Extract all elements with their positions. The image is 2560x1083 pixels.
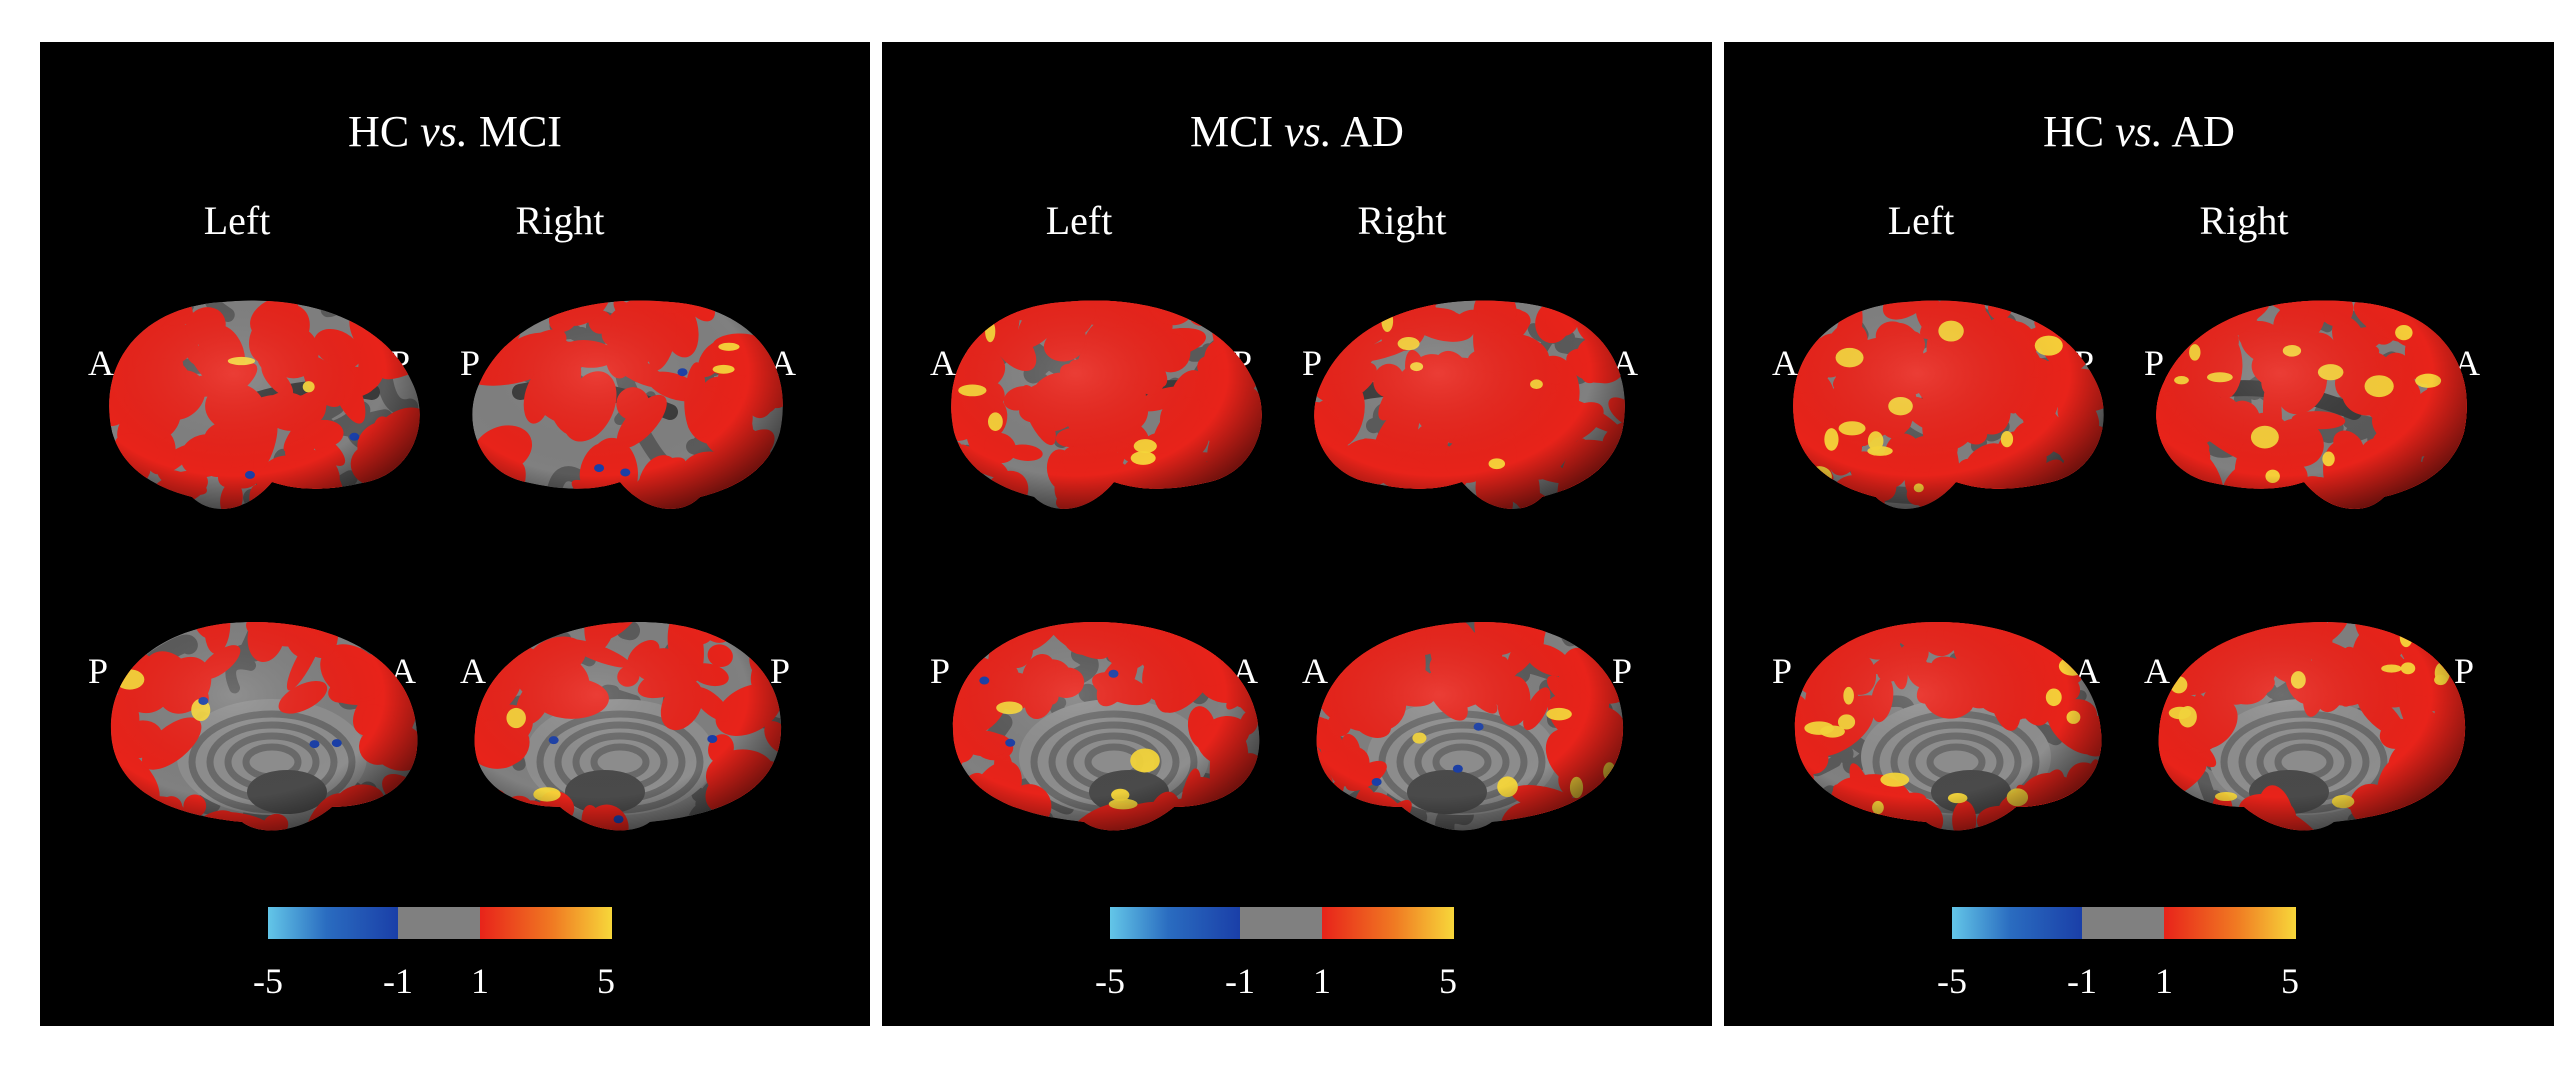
colorbar-tick: 5: [597, 961, 615, 1001]
title-group-a: MCI: [1190, 107, 1274, 156]
panel-hc-vs-mci: HC vs. MCI Left Right A P P A P A A P -5…: [40, 42, 870, 1026]
left-lateral-brain: [109, 300, 420, 509]
right-medial-brain: [2158, 622, 2466, 831]
colorbar-positive-segment: [1322, 907, 1454, 939]
colorbar-tick: 1: [471, 961, 489, 1001]
title-group-b: MCI: [478, 107, 562, 156]
lateral-left-anterior-label: A: [1772, 343, 1798, 383]
lateral-right-posterior-label: P: [2144, 343, 2165, 383]
left-medial-brain: [952, 622, 1260, 831]
right-lateral-brain: [1314, 300, 1625, 509]
colorbar-tick: 5: [2281, 961, 2299, 1001]
colorbar-negative-segment: [1110, 907, 1240, 939]
colorbar-neutral-segment: [398, 907, 480, 939]
right-hemisphere-label: Right: [515, 198, 605, 243]
medial-right-posterior-label: P: [770, 651, 791, 691]
title-vs: vs.: [420, 107, 468, 156]
lateral-left-anterior-label: A: [930, 343, 956, 383]
title-group-a: HC: [348, 107, 410, 156]
left-hemisphere-label: Left: [1887, 198, 1955, 243]
panel-title: HC vs. MCI: [40, 106, 870, 157]
colorbar: [1110, 907, 1454, 939]
medial-left-posterior-label: P: [1772, 651, 1793, 691]
panel-mci-vs-ad: MCI vs. AD Left Right A P P A P A A P -5…: [882, 42, 1712, 1026]
title-vs: vs.: [2115, 107, 2163, 156]
left-medial-brain: [110, 622, 418, 831]
colorbar-tick: 1: [2155, 961, 2173, 1001]
right-lateral-brain: [472, 300, 783, 509]
colorbar-tick: -1: [383, 961, 413, 1001]
title-group-b: AD: [1340, 107, 1404, 156]
colorbar-positive-segment: [480, 907, 612, 939]
title-group-b: AD: [2171, 107, 2235, 156]
panel-title: HC vs. AD: [1724, 106, 2554, 157]
colorbar: [1952, 907, 2296, 939]
right-hemisphere-label: Right: [1357, 198, 1447, 243]
title-vs: vs.: [1284, 107, 1332, 156]
right-hemisphere-label: Right: [2199, 198, 2289, 243]
medial-left-posterior-label: P: [930, 651, 951, 691]
medial-right-anterior-label: A: [1302, 651, 1328, 691]
colorbar-negative-segment: [1952, 907, 2082, 939]
colorbar: [268, 907, 612, 939]
lateral-left-anterior-label: A: [88, 343, 114, 383]
colorbar-neutral-segment: [1240, 907, 1322, 939]
right-medial-brain: [1316, 622, 1624, 831]
brain-surfaces: [1793, 300, 2467, 831]
brain-surfaces: [109, 300, 783, 831]
colorbar-negative-segment: [268, 907, 398, 939]
colorbar-positive-segment: [2164, 907, 2296, 939]
colorbar-tick: -1: [1225, 961, 1255, 1001]
colorbar-tick: -5: [253, 961, 283, 1001]
medial-right-anterior-label: A: [2144, 651, 2170, 691]
right-lateral-brain: [2156, 300, 2467, 509]
panel-title: MCI vs. AD: [882, 106, 1712, 157]
colorbar-tick: 5: [1439, 961, 1457, 1001]
colorbar-tick: -5: [1095, 961, 1125, 1001]
lateral-right-posterior-label: P: [1302, 343, 1323, 383]
panel-hc-vs-ad: HC vs. AD Left Right A P P A P A A P -5 …: [1724, 42, 2554, 1026]
brain-surfaces: [951, 300, 1625, 831]
left-hemisphere-label: Left: [203, 198, 271, 243]
colorbar-tick: -5: [1937, 961, 1967, 1001]
title-group-a: HC: [2043, 107, 2105, 156]
left-medial-brain: [1794, 622, 2102, 831]
left-lateral-brain: [1793, 300, 2104, 509]
left-hemisphere-label: Left: [1045, 198, 1113, 243]
medial-right-posterior-label: P: [2454, 651, 2475, 691]
lateral-right-posterior-label: P: [460, 343, 481, 383]
medial-right-anterior-label: A: [460, 651, 486, 691]
left-lateral-brain: [951, 300, 1262, 509]
colorbar-neutral-segment: [2082, 907, 2164, 939]
medial-left-posterior-label: P: [88, 651, 109, 691]
colorbar-tick: -1: [2067, 961, 2097, 1001]
colorbar-tick: 1: [1313, 961, 1331, 1001]
right-medial-brain: [474, 622, 782, 831]
medial-right-posterior-label: P: [1612, 651, 1633, 691]
